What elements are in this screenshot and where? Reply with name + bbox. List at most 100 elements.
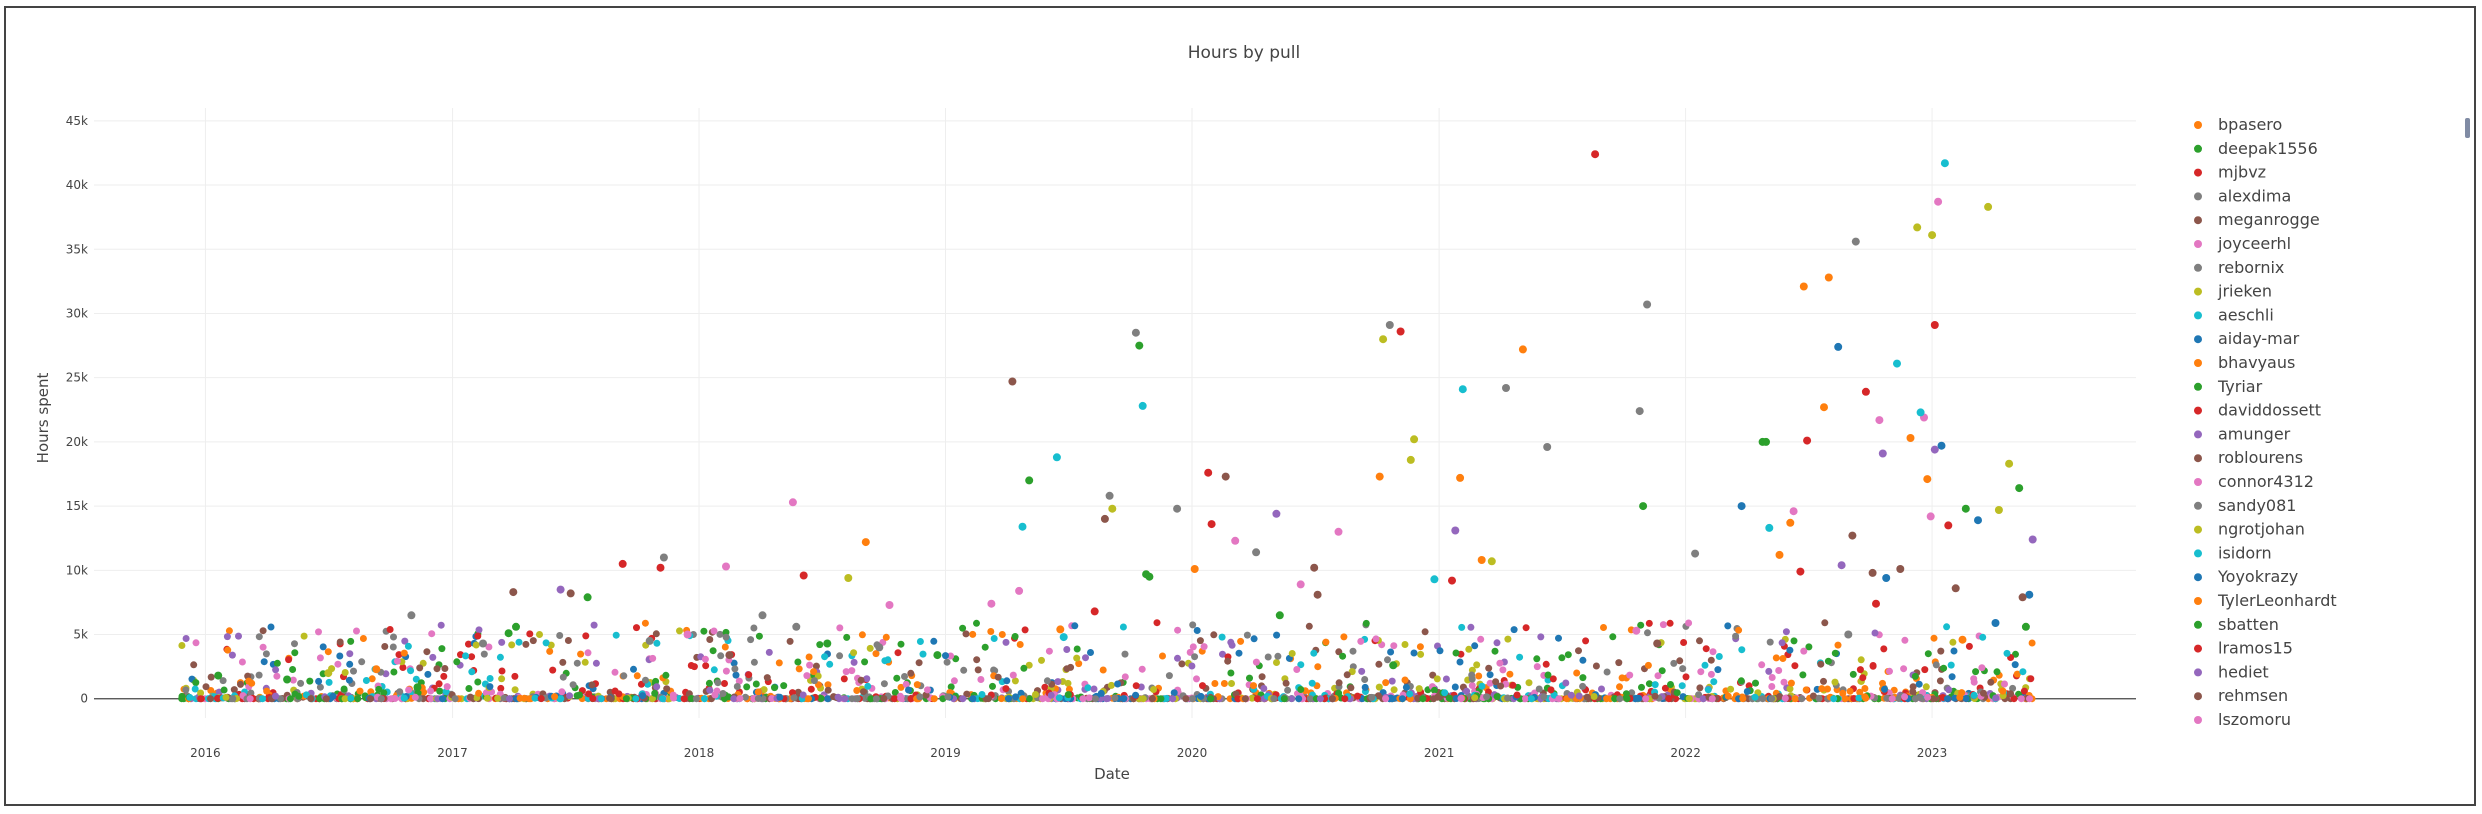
legend-label: jrieken [2217, 282, 2272, 301]
legend-item[interactable]: TylerLeonhardt [2194, 591, 2337, 610]
background-point [1005, 695, 1012, 703]
legend-item[interactable]: mjbvz [2194, 163, 2266, 182]
data-point [283, 675, 292, 684]
background-point [1948, 673, 1956, 681]
legend-item[interactable]: sandy081 [2194, 496, 2296, 515]
legend-item[interactable]: bhavyaus [2194, 353, 2295, 372]
background-point [706, 636, 714, 643]
background-point [399, 664, 407, 671]
background-point [1709, 648, 1717, 656]
data-point [1653, 639, 1662, 648]
legend-item[interactable]: jrieken [2194, 282, 2272, 301]
legend-item[interactable]: aeschli [2194, 305, 2274, 324]
legend-marker [2194, 335, 2202, 344]
legend-item[interactable]: daviddossett [2194, 401, 2321, 420]
background-point [325, 678, 333, 686]
background-point [981, 643, 989, 651]
background-point [947, 652, 955, 660]
chart-svg: Hours by pull 0 5k 10k 15k 20k 25k 30k 35k 40k 45… [34, 43, 2337, 783]
background-point [1284, 686, 1292, 694]
background-point [807, 685, 815, 693]
background-point [381, 643, 389, 650]
background-point [353, 627, 360, 635]
series-rebornix [645, 237, 1860, 652]
background-point [824, 686, 832, 694]
background-point [1270, 695, 1278, 703]
legend-item[interactable]: meganrogge [2194, 210, 2320, 229]
series-deepak1556 [283, 341, 2024, 684]
legend-item[interactable]: aiday-mar [2194, 329, 2300, 348]
background-point [1676, 657, 1684, 665]
background-point [1120, 695, 1128, 703]
data-point [1934, 197, 1943, 206]
data-point [1231, 536, 1240, 545]
legend-item[interactable]: alexdima [2194, 186, 2291, 205]
legend-item[interactable]: lramos15 [2194, 639, 2293, 658]
background-point [438, 645, 446, 653]
legend-item[interactable]: Tyriar [2194, 377, 2263, 396]
background-point [1032, 691, 1039, 698]
background-point [1678, 682, 1686, 690]
legend-item[interactable]: connor4312 [2194, 472, 2314, 491]
background-point [754, 695, 762, 702]
background-point [475, 689, 483, 697]
background-point [750, 658, 758, 666]
legend-marker [2194, 287, 2202, 296]
background-point [1114, 680, 1122, 688]
background-point [1658, 667, 1666, 675]
background-point [1092, 695, 1099, 703]
background-point [990, 666, 998, 674]
legend-label: sbatten [2218, 615, 2279, 634]
legend-item[interactable]: rehmsen [2194, 686, 2288, 705]
legend-item[interactable]: hediet [2194, 662, 2269, 681]
background-point [639, 692, 647, 700]
background-point [1234, 695, 1242, 703]
legend-item[interactable]: joyceerhl [2194, 234, 2291, 253]
legend-scrollbar[interactable] [2465, 118, 2470, 138]
background-point [192, 639, 200, 647]
background-point [1174, 626, 1182, 634]
data-point [1868, 568, 1877, 577]
background-point [1533, 663, 1541, 671]
background-point [680, 695, 688, 703]
data-point [2021, 622, 2030, 631]
data-point [509, 588, 518, 597]
y-tick-label: 20k [66, 435, 88, 449]
legend-item[interactable]: rebornix [2194, 258, 2284, 277]
legend-item[interactable]: lszomoru [2194, 710, 2291, 729]
background-point [1341, 695, 1349, 703]
legend-item[interactable]: roblourens [2194, 448, 2303, 467]
background-point [824, 695, 832, 703]
legend-item[interactable]: deepak1556 [2194, 139, 2318, 158]
data-point [1135, 341, 1144, 350]
legend-item[interactable]: Yoyokrazy [2194, 567, 2298, 586]
background-point [496, 653, 504, 661]
legend[interactable]: bpasero deepak1556 mjbvz alexdima meganrogge… [2194, 115, 2337, 729]
background-point [1645, 680, 1653, 688]
data-point [1930, 321, 1939, 329]
background-point [1944, 695, 1951, 703]
background-point [633, 672, 641, 680]
background-point [1099, 666, 1107, 674]
background-point [1241, 695, 1249, 703]
background-point [1567, 691, 1575, 699]
background-point [1743, 688, 1751, 695]
background-point [1237, 637, 1245, 645]
legend-item[interactable]: amunger [2194, 424, 2291, 443]
legend-item[interactable]: ngrotjohan [2194, 520, 2305, 539]
data-point [1635, 407, 1644, 416]
data-point [1872, 599, 1880, 608]
legend-item[interactable]: bpasero [2194, 115, 2282, 134]
background-point [706, 686, 714, 694]
legend-item[interactable]: isidorn [2194, 543, 2272, 562]
background-point [1506, 670, 1514, 678]
background-point [858, 631, 866, 639]
legend-item[interactable]: sbatten [2194, 615, 2279, 634]
background-point [1937, 647, 1945, 655]
background-point [1002, 638, 1010, 646]
background-point [651, 689, 659, 697]
legend-label: Tyriar [2217, 377, 2263, 396]
legend-marker [2194, 692, 2202, 701]
background-point [412, 675, 420, 683]
background-point [1485, 664, 1493, 672]
